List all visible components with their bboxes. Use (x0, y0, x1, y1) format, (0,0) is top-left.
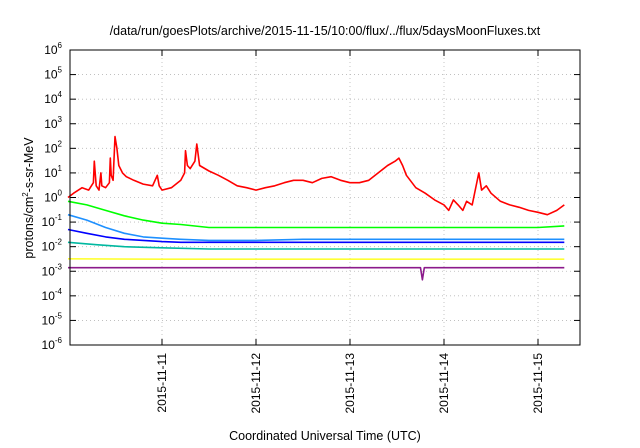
y-axis: 10-6 10-5 10-4 10-3 10-2 10-1 100 101 102 103 104 1… (42, 41, 580, 352)
series-line-6 (68, 266, 565, 281)
y-axis-label: protons/cm2-s-sr-MeV (21, 137, 36, 259)
x-tick-label: 2015-11-15 (531, 353, 545, 414)
y-axis-label-units: -s-sr-MeV (22, 137, 36, 193)
y-tick-label: 106 (44, 41, 62, 57)
x-tick-label: 2015-11-13 (343, 353, 357, 414)
y-tick-label: 105 (44, 66, 62, 82)
y-tick-label: 10-5 (42, 311, 63, 327)
y-tick-label: 10-1 (42, 213, 63, 229)
y-tick-label: 101 (44, 164, 62, 180)
x-axis: 2015-11-11 2015-11-12 2015-11-13 2015-11-14… (155, 50, 545, 414)
x-tick-label: 2015-11-14 (437, 353, 451, 414)
y-tick-label: 103 (44, 115, 62, 131)
x-tick-label: 2015-11-11 (155, 353, 169, 413)
series-line-1 (67, 200, 565, 229)
series-line-4 (67, 241, 565, 250)
x-tick-label: 2015-11-12 (249, 353, 263, 414)
y-tick-label: 10-2 (42, 238, 63, 254)
y-tick-label: 104 (44, 90, 62, 106)
chart-title: /data/run/goesPlots/archive/2015-11-15/1… (110, 24, 541, 38)
y-axis-label-base: protons/cm (22, 197, 36, 259)
y-tick-label: 100 (44, 189, 62, 205)
y-tick-label: 102 (44, 139, 62, 155)
series-line-3 (67, 228, 565, 244)
series-layer (67, 135, 565, 281)
y-tick-label: 10-3 (42, 262, 63, 278)
series-line-2 (67, 213, 565, 242)
series-line-0 (67, 135, 565, 216)
y-tick-label: 10-6 (42, 336, 63, 352)
y-axis-label-sup: 2 (21, 192, 30, 197)
x-axis-label: Coordinated Universal Time (UTC) (229, 429, 421, 443)
y-tick-label: 10-4 (42, 287, 63, 303)
grid (70, 50, 580, 345)
